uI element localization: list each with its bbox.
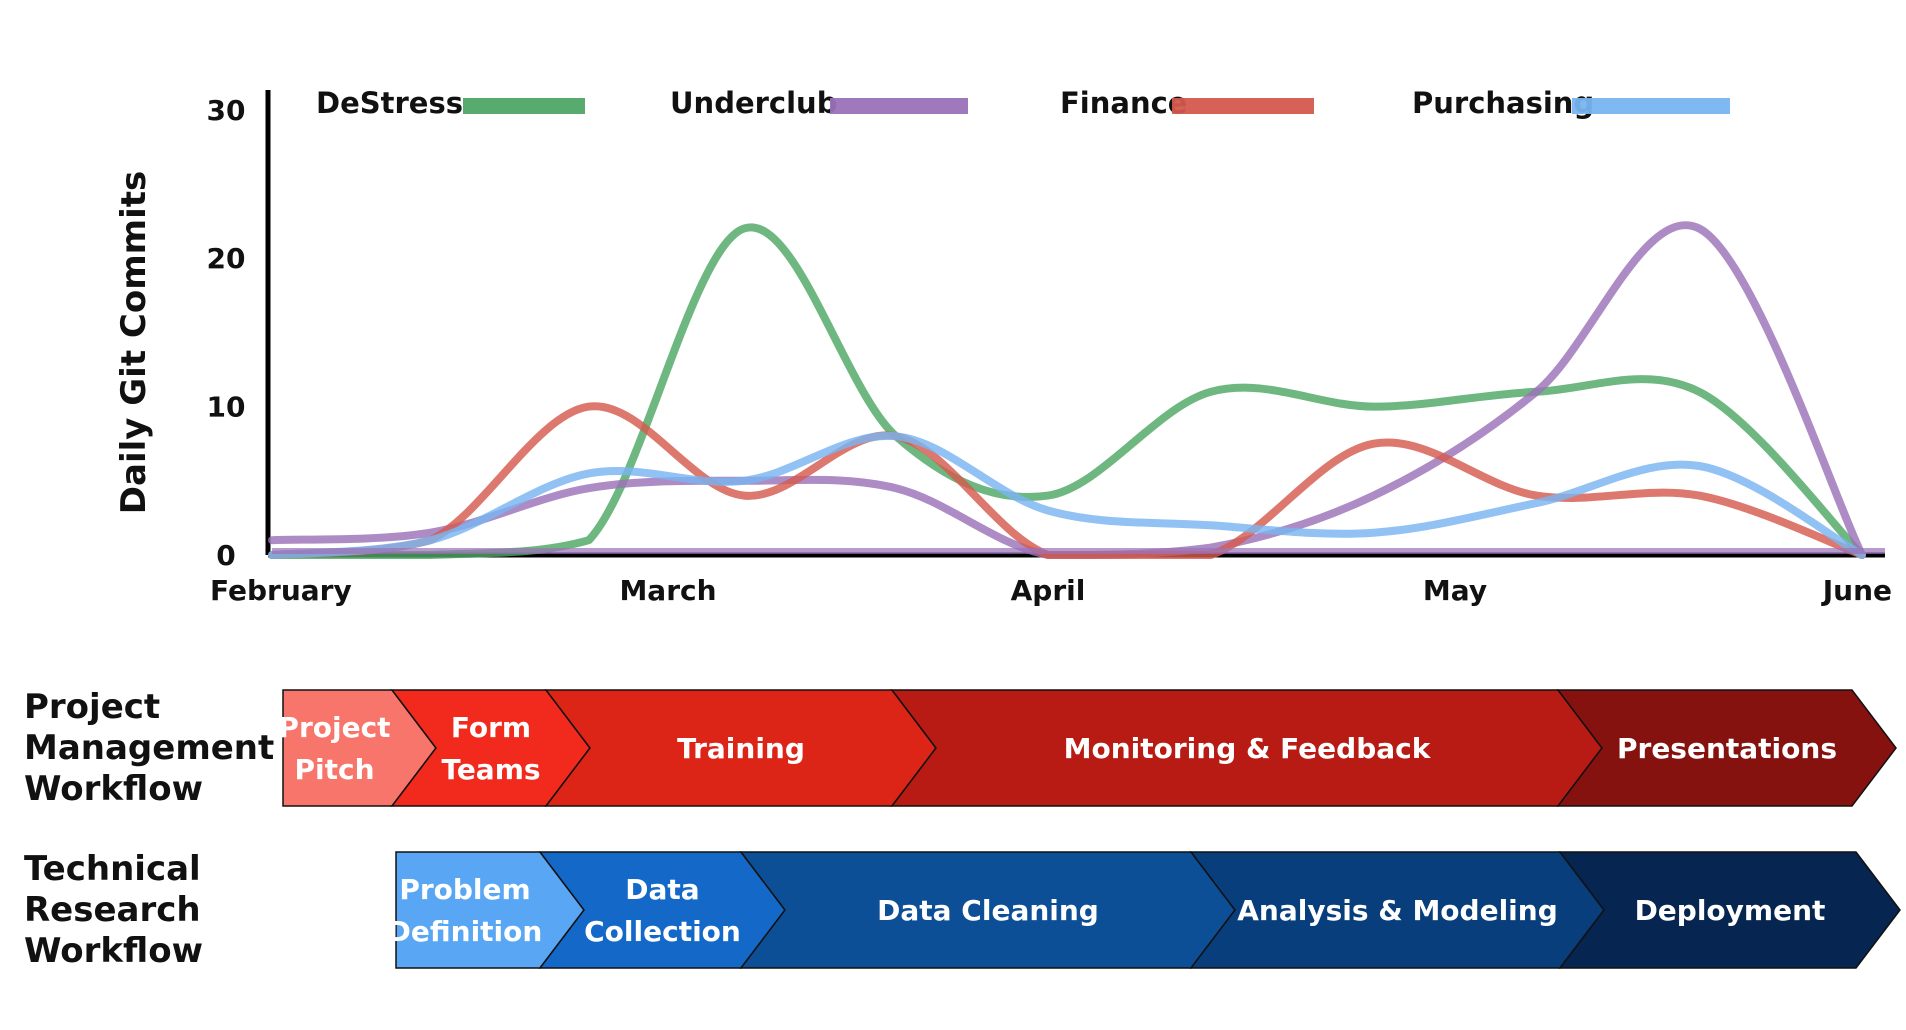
workflow-stage-label: Data [625,873,699,906]
workflow-stage-label: Form [451,711,531,744]
line-chart: 0 10 20 30 February March April May June Daily Gi… [114,90,1892,607]
workflow-stage-label: Analysis & Modeling [1237,894,1558,927]
workflow-stage-label: Definition [388,915,543,948]
workflow-stage: Training [544,689,937,807]
series-line-finance [268,402,1866,560]
legend: DeStress Underclub Finance Purchasing [316,86,1730,120]
workflow-stage-arrow [1556,689,1897,807]
x-tick-label: May [1423,574,1487,607]
legend-label: Purchasing [1412,86,1594,120]
y-tick-label: 30 [207,94,246,127]
workflow-stage: Project Pitch [278,689,437,807]
workflow-stage-label: Teams [441,753,540,786]
legend-label: Underclub [670,86,837,120]
workflow-stage-label: Deployment [1635,894,1826,927]
legend-item: Underclub [670,86,968,120]
workflow-stage: Presentations [1556,689,1897,807]
legend-item: Purchasing [1412,86,1730,120]
legend-swatch [1172,98,1314,114]
workflow-stage-label: Monitoring & Feedback [1064,732,1432,765]
y-tick-label: 20 [207,242,246,275]
workflow-stage-label: Presentations [1617,732,1837,765]
series-line-purchasing [268,431,1866,559]
workflow-stage-label: Project [278,711,390,744]
workflow-stage: Data Cleaning [739,851,1236,969]
workflow-diagrams: ProjectManagementWorkflowProjectPitchFor… [24,687,1901,971]
x-tick-label: June [1821,574,1892,607]
legend-item: Finance [1060,86,1314,120]
workflow-row-label: Technical [24,849,201,889]
y-tick-label: 0 [216,539,235,572]
workflow-stage: Data Collection [538,851,786,969]
workflow-stage-label: Training [677,732,805,765]
x-tick-label: March [619,574,716,607]
legend-swatch [1572,98,1730,114]
workflow-stage: Problem Definition [388,851,585,969]
y-axis-label: Daily Git Commits [114,171,154,514]
y-tick-label: 10 [207,391,246,424]
legend-swatch [830,98,968,114]
workflow-stage: Deployment [1558,851,1901,969]
workflow-stage-arrow [1558,851,1901,969]
series-line-destress [268,223,1866,560]
x-tick-label: April [1011,574,1086,607]
workflow-row-label: Management [24,728,274,768]
workflow-stage-label: Problem [399,873,530,906]
workflow-row-label: Workflow [24,931,203,971]
workflow-stage-label: Data Cleaning [877,894,1099,927]
workflow-row-label: Project [24,687,160,727]
workflow-stage-label: Pitch [294,753,374,786]
workflow-row-label: Workflow [24,769,203,809]
workflow-stage: Monitoring & Feedback [890,689,1603,807]
legend-item: DeStress [316,86,585,120]
legend-label: Finance [1060,86,1187,120]
legend-label: DeStress [316,86,463,120]
legend-swatch [463,98,585,114]
x-tick-label: February [210,574,352,607]
workflow-stage: Form Teams [390,689,591,807]
workflow-stage: Analysis & Modeling [1189,851,1605,969]
workflow-row-label: Research [24,890,201,930]
workflow-stage-label: Collection [584,915,741,948]
